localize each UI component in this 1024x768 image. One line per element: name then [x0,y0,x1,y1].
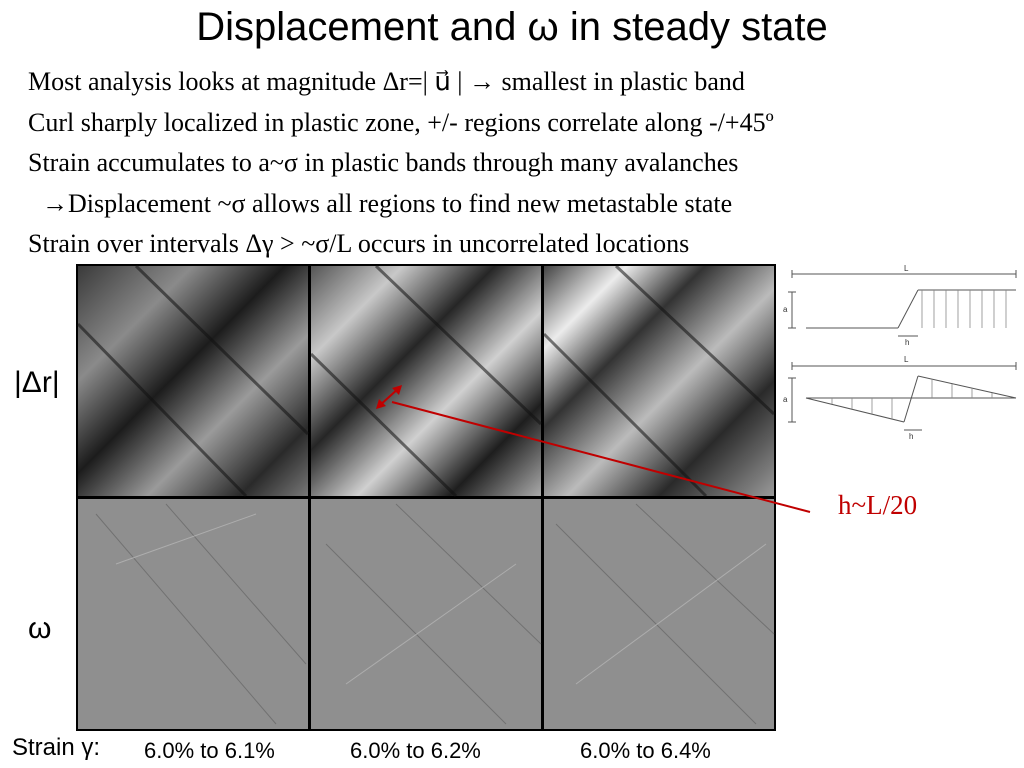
band-width-annotation: h~L/20 [838,490,918,520]
diagram-label-L-2: L [904,355,909,364]
diagram-label-a-2: a [783,395,788,404]
diagram-label-a-1: a [783,305,788,314]
bullet-2: Curl sharply localized in plastic zone, … [28,107,774,137]
shear-profile-diagrams: L a h L a h [783,264,1017,441]
diagram-label-h-1: h [905,338,909,347]
simulation-image-grid [76,264,776,731]
row-label-dr: |Δr| [14,366,60,399]
strain-interval-1: 6.0% to 6.1% [144,738,275,763]
diagram-label-L-1: L [904,264,909,273]
bullet-4: →Displacement ~σ allows all regions to f… [42,188,733,218]
bullet-1: Most analysis looks at magnitude Δr=| u⃗… [28,67,745,96]
panel-dr-1 [78,266,308,496]
strain-interval-3: 6.0% to 6.4% [580,738,711,763]
bullet-3: Strain accumulates to a~σ in plastic ban… [28,148,739,177]
diagram-label-h-2: h [909,432,913,441]
panel-dr-2 [311,266,541,496]
grid-svg [76,264,776,729]
strain-interval-2: 6.0% to 6.2% [350,738,481,763]
panel-omega-3 [544,499,774,729]
row-label-omega: ω [28,612,52,645]
bullet-list: Most analysis looks at magnitude Δr=| u⃗… [28,62,1024,265]
bullet-5: Strain over intervals Δγ > ~σ/L occurs i… [28,229,690,258]
strain-label: Strain γ: [12,734,101,761]
slide-title: Displacement and ω in steady state [196,5,828,49]
panel-omega-2 [311,499,541,729]
